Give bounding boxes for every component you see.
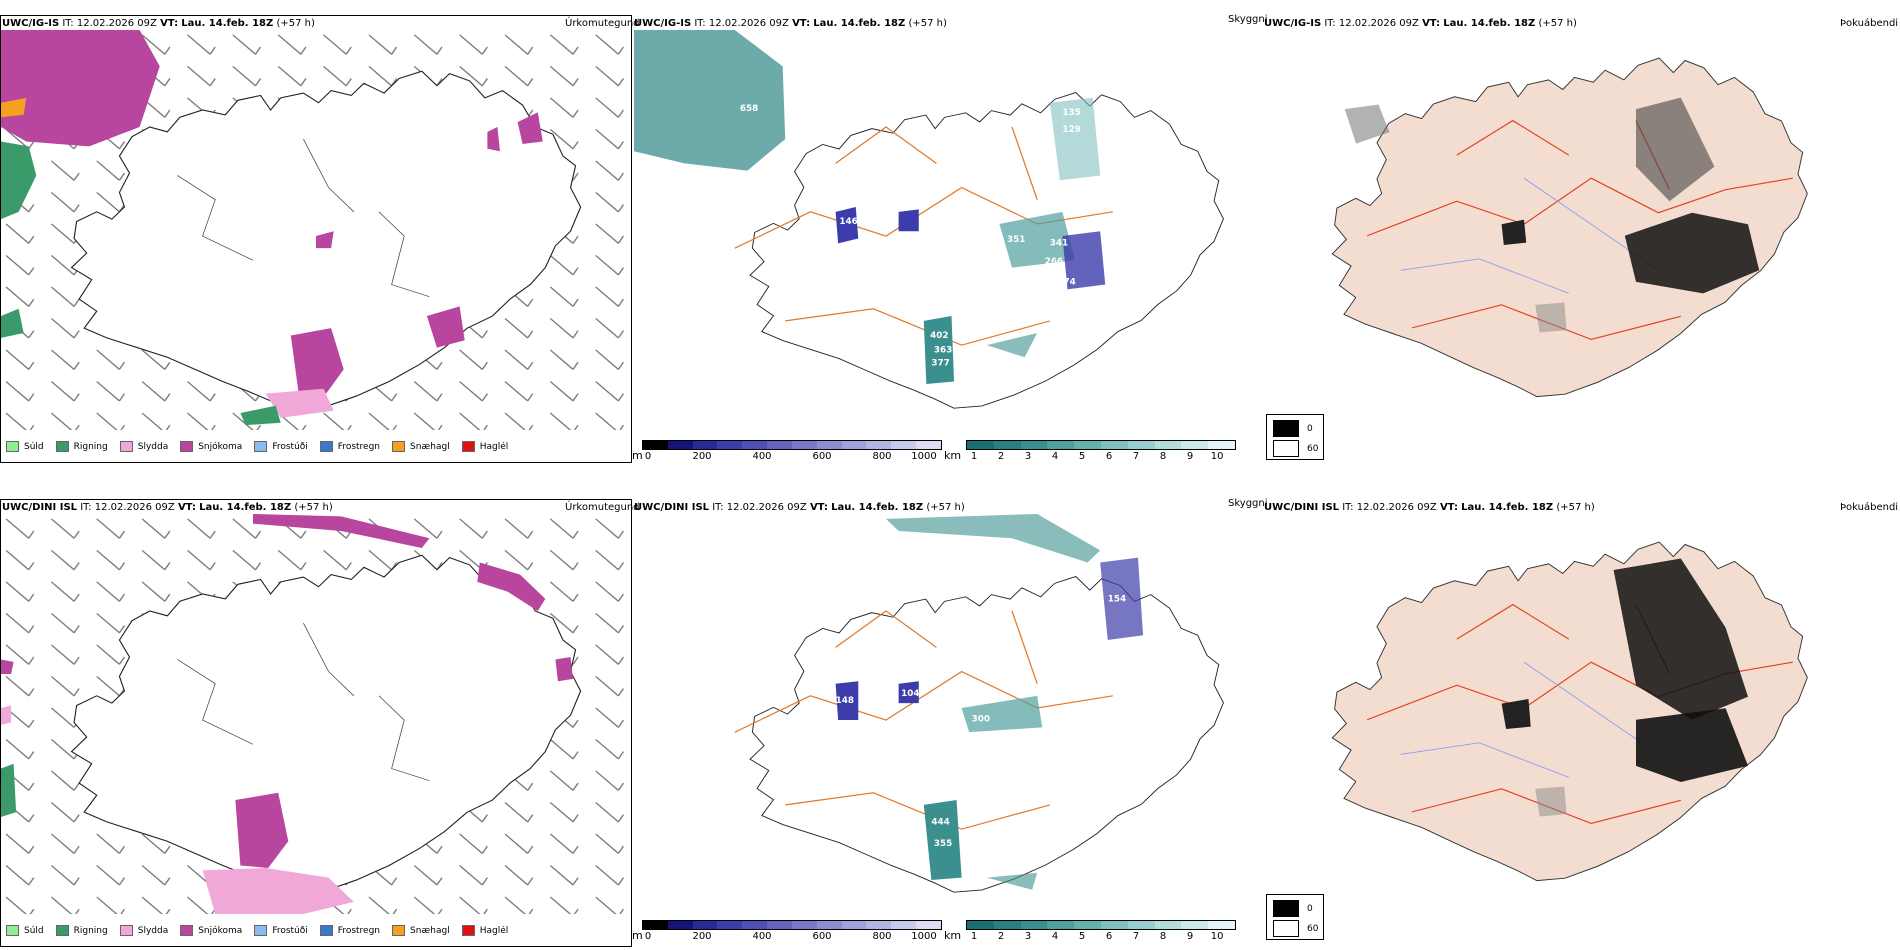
ceiling-colorbar: m 0 200 400 600 800 1000 (632, 440, 942, 464)
visibility-ticks: 1 2 3 4 5 6 7 8 9 10 (970, 451, 1224, 462)
legend-item: Snæhagl (392, 441, 450, 452)
ceiling-label: 300 (972, 714, 990, 724)
ceiling-label: 351 (1007, 235, 1025, 245)
fog-legend: 0 60 (1266, 414, 1324, 460)
ceiling-label: 363 (934, 346, 952, 356)
precip-type-legend: Súld Rigning Slydda Snjókoma Frostúði Fr… (6, 925, 508, 936)
ceiling-label: 135 (1062, 108, 1080, 118)
panel-header: UWC/DINI ISL IT: 12.02.2026 09Z VT: Lau.… (1264, 502, 1595, 513)
legend-swatch (392, 441, 406, 452)
ceiling-label: 402 (930, 331, 948, 341)
legend-swatch (254, 925, 268, 936)
panel-header: UWC/IG-IS IT: 12.02.2026 09Z VT: Lau. 14… (634, 18, 947, 29)
fog-legend-item: 0 (1273, 420, 1313, 437)
visibility-colorbar: km 1 2 3 4 5 6 7 8 9 10 (944, 440, 1236, 464)
legend-item: Rigning (55, 925, 108, 936)
legend-swatch (6, 441, 19, 452)
ceiling-colorbar-gradient (642, 440, 942, 450)
fog-legend-swatch (1273, 920, 1299, 937)
legend-swatch (319, 925, 333, 936)
fog-legend-item: 60 (1273, 440, 1318, 457)
legend-swatch (461, 925, 475, 936)
panel-header: UWC/DINI ISL IT: 12.02.2026 09Z VT: Lau.… (634, 502, 965, 513)
ceiling-label: 146 (839, 217, 857, 227)
precip-type-map-frame (0, 15, 632, 463)
panel-title-fog: Þokuábendi (1840, 18, 1899, 29)
panel-title-precip-type: Úrkomutegund (565, 502, 640, 513)
visibility-unit: km (944, 929, 962, 942)
visibility-colorbar-gradient (966, 440, 1236, 450)
visibility-colorbar: km 1 2 3 4 5 6 7 8 9 10 (944, 920, 1236, 944)
precip-type-map-frame (0, 499, 632, 947)
panel-header: UWC/IG-IS IT: 12.02.2026 09Z VT: Lau. 14… (2, 18, 315, 29)
legend-item: Rigning (55, 441, 108, 452)
fog-map (1331, 541, 1808, 882)
panel-header: UWC/DINI ISL IT: 12.02.2026 09Z VT: Lau.… (2, 502, 333, 513)
legend-swatch (180, 925, 194, 936)
panel-title-cloud: Skyggni (1228, 14, 1268, 25)
ceiling-label: 377 (931, 359, 949, 369)
precip-type-legend: Súld Rigning Slydda Snjókoma Frostúði Fr… (6, 441, 508, 452)
panel-title-precip-type: Úrkomutegund (565, 18, 640, 29)
legend-swatch (55, 441, 69, 452)
ceiling-label: 341 (1050, 239, 1068, 249)
legend-item: Slydda (119, 441, 168, 452)
visibility-unit: km (944, 449, 962, 462)
ceiling-visibility-map: 148 104 300 444 355 154 (734, 514, 1225, 893)
precip-type-map (1, 30, 631, 430)
ceiling-label: 444 (931, 817, 949, 827)
ceiling-label: 104 (901, 689, 919, 699)
legend-swatch (55, 925, 69, 936)
panel-title-fog: Þokuábendi (1840, 502, 1899, 513)
legend-swatch (461, 441, 475, 452)
ceiling-label: 129 (1062, 125, 1080, 135)
legend-item: Frostúði (254, 441, 308, 452)
legend-item: Frostregn (319, 441, 380, 452)
fog-legend-item: 0 (1273, 900, 1313, 917)
legend-swatch (119, 925, 133, 936)
ceiling-colorbar-gradient (642, 920, 942, 930)
ceiling-ticks: 0 200 400 600 800 1000 (644, 451, 937, 462)
legend-item: Frostúði (254, 925, 308, 936)
panel-header: UWC/IG-IS IT: 12.02.2026 09Z VT: Lau. 14… (1264, 18, 1577, 29)
ceiling-unit: m (632, 449, 643, 462)
legend-swatch (180, 441, 194, 452)
legend-swatch (319, 441, 333, 452)
fog-legend-swatch (1273, 420, 1299, 437)
ceiling-label: 154 (1108, 594, 1126, 604)
ceiling-label: 266 (1045, 257, 1063, 267)
fog-legend-swatch (1273, 900, 1299, 917)
ceiling-label: 355 (934, 839, 952, 849)
legend-item: Haglél (461, 925, 508, 936)
legend-item: Slydda (119, 925, 168, 936)
legend-item: Snjókoma (180, 925, 242, 936)
ceiling-visibility-map: 658 166 146 146 135 129 351 341 266 174 … (634, 30, 1225, 409)
legend-swatch (6, 925, 19, 936)
ceiling-colorbar: m 0 200 400 600 800 1000 (632, 920, 942, 944)
ceiling-label: 174 (1057, 278, 1075, 288)
legend-item: Snæhagl (392, 925, 450, 936)
visibility-ticks: 1 2 3 4 5 6 7 8 9 10 (970, 931, 1224, 942)
fog-legend-swatch (1273, 440, 1299, 457)
legend-swatch (119, 441, 133, 452)
ceiling-ticks: 0 200 400 600 800 1000 (644, 931, 937, 942)
ceiling-label: 166 (836, 195, 854, 205)
legend-item: Snjókoma (180, 441, 242, 452)
panel-title-cloud: Skyggni (1228, 498, 1268, 509)
legend-swatch (392, 925, 406, 936)
legend-item: Súld (6, 441, 44, 452)
legend-item: Frostregn (319, 925, 380, 936)
legend-item: Súld (6, 925, 44, 936)
ceiling-unit: m (632, 929, 643, 942)
legend-swatch (254, 441, 268, 452)
fog-legend-item: 60 (1273, 920, 1318, 937)
ceiling-label: 148 (836, 696, 854, 706)
visibility-colorbar-gradient (966, 920, 1236, 930)
fog-legend: 0 60 (1266, 894, 1324, 940)
precip-type-map (1, 514, 631, 914)
ceiling-label: 146 (899, 200, 917, 210)
legend-item: Haglél (461, 441, 508, 452)
ceiling-label: 658 (740, 104, 758, 114)
fog-map (1331, 57, 1808, 398)
